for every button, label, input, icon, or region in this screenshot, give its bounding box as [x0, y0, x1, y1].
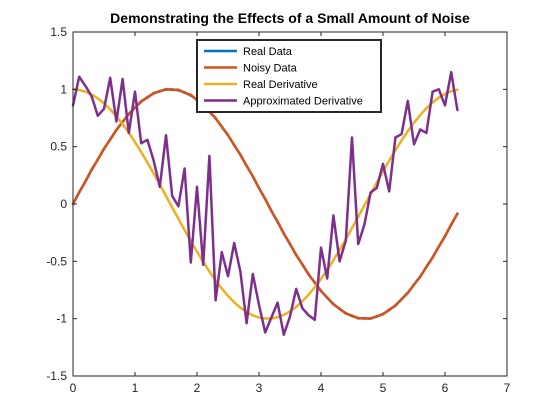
- y-tick-label: -1.5: [46, 369, 67, 383]
- legend-label: Noisy Data: [243, 63, 298, 75]
- x-tick-label: 5: [380, 381, 387, 395]
- chart-title: Demonstrating the Effects of a Small Amo…: [110, 10, 470, 26]
- x-tick-label: 6: [442, 381, 449, 395]
- series-layer: [71, 70, 459, 336]
- y-tick-label: -0.5: [46, 254, 67, 268]
- y-tick-label: 1: [60, 82, 67, 96]
- series-line-approximated-derivative: [71, 70, 459, 336]
- y-tick-label: 1.5: [50, 25, 67, 39]
- legend-label: Real Derivative: [243, 79, 318, 91]
- x-tick-label: 2: [194, 381, 201, 395]
- y-tick-label: 0: [60, 197, 67, 211]
- x-tick-label: 3: [256, 381, 263, 395]
- legend-entries: Real Data Noisy Data Real Derivative Approx…: [204, 46, 363, 108]
- x-tick-label: 0: [70, 381, 77, 395]
- legend-label: Real Data: [243, 46, 293, 58]
- x-tick-label: 4: [318, 381, 325, 395]
- x-tick-label: 7: [504, 381, 511, 395]
- y-tick-label: -1: [56, 312, 67, 326]
- x-tick-label: 1: [132, 381, 139, 395]
- legend: Real Data Noisy Data Real Derivative Approx…: [196, 39, 382, 113]
- axes-layer: 0 1 2 3 4 5 6 7 1.5 1 0.5 0 -0.5 -1 -1.5: [46, 25, 510, 395]
- y-tick-label: 0.5: [50, 140, 67, 154]
- legend-label: Approximated Derivative: [243, 96, 363, 108]
